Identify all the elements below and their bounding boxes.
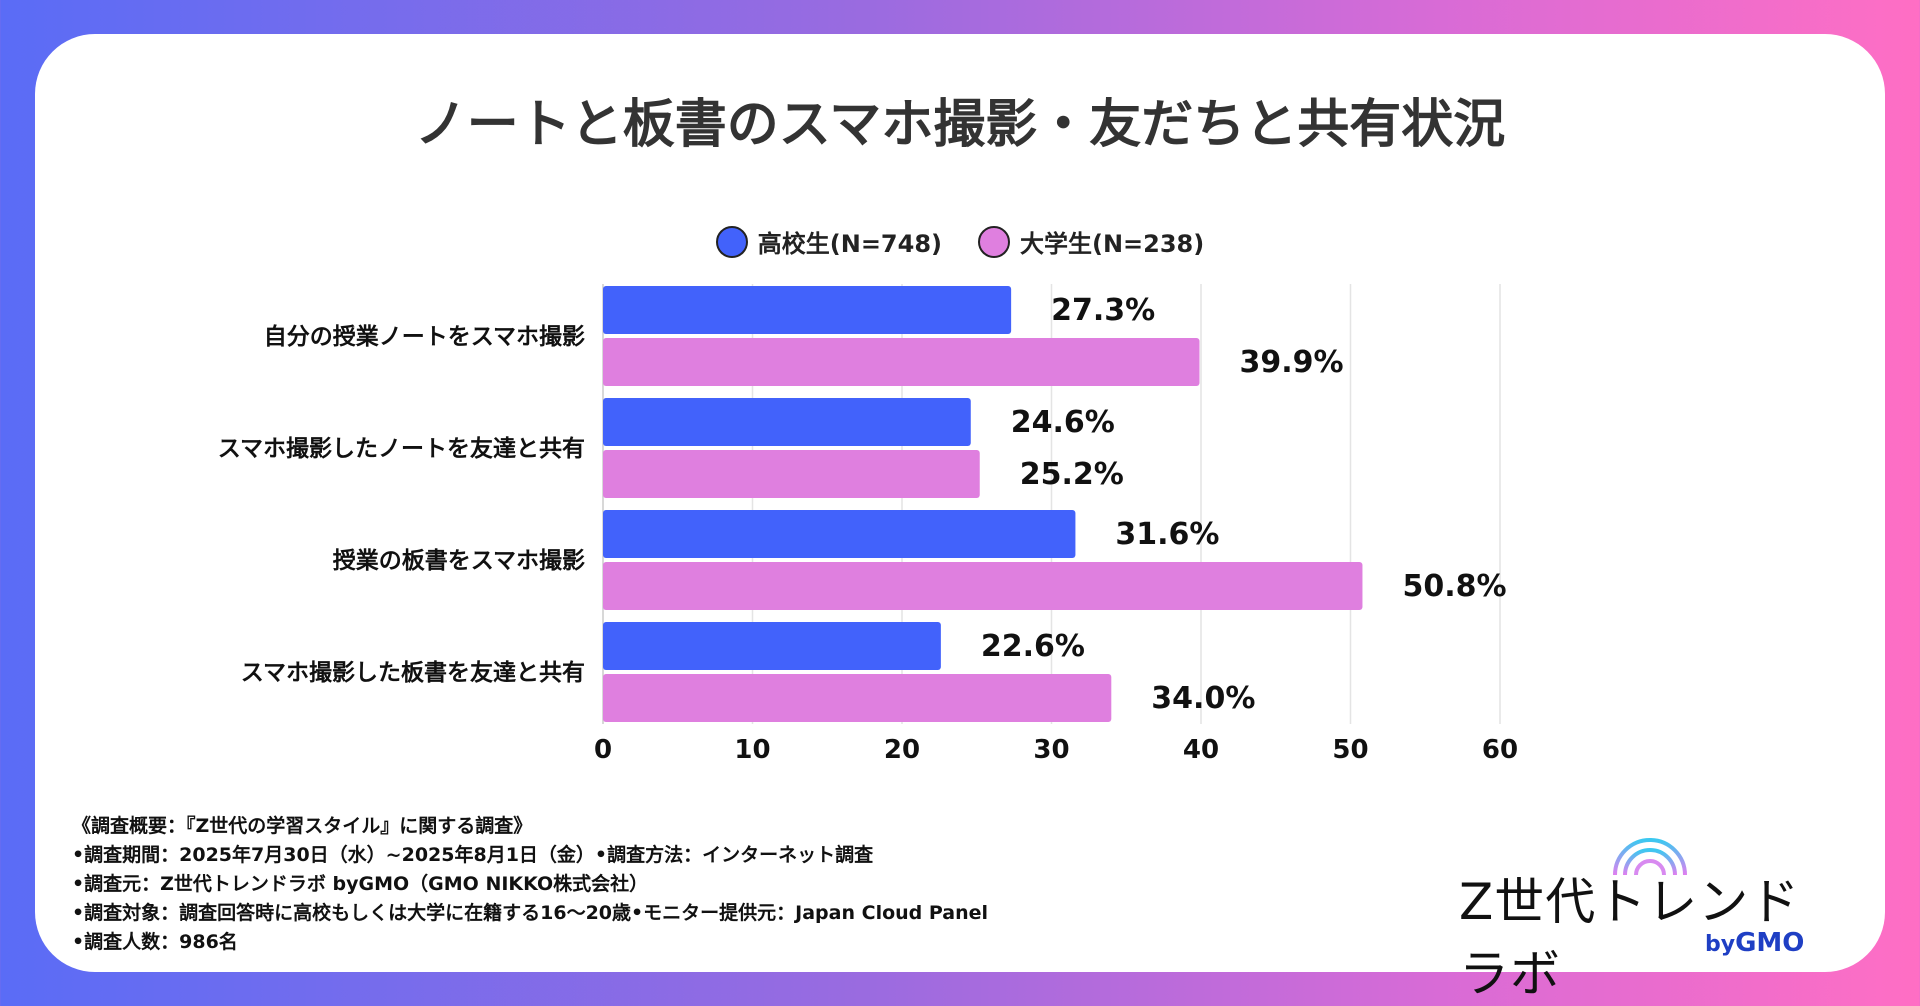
x-tick-label: 50 [1332,735,1368,765]
bar [603,562,1363,610]
bar [603,622,941,670]
bar [603,398,971,446]
note-line: •調査元：Z世代トレンドラボ byGMO（GMO NIKKO株式会社） [72,873,649,895]
bar [603,674,1112,722]
data-label: 27.3% [1051,293,1155,328]
category-label: 授業の板書をスマホ撮影 [333,547,585,574]
x-tick-label: 10 [734,735,770,765]
x-tick-label: 60 [1482,735,1518,765]
note-line: •調査対象：調査回答時に高校もしくは大学に在籍する16～20歳•モニター提供元：… [72,902,989,924]
category-label: スマホ撮影した板書を友達と共有 [241,659,585,686]
data-label: 34.0% [1151,681,1255,716]
legend-swatch [715,225,748,258]
chart-title: ノートと板書のスマホ撮影・友だちと共有状況 [414,95,1506,155]
logo: Z世代トレンドラボ byGMO [1455,810,1815,1003]
bar [603,510,1076,558]
data-label: 31.6% [1115,517,1219,552]
x-tick-label: 30 [1033,735,1069,765]
note-line: 《調査概要：『Z世代の学習スタイル』に関する調査》 [72,815,533,837]
signal-icon [1613,838,1687,876]
x-tick-label: 40 [1183,735,1219,765]
x-tick-label: 0 [594,735,612,765]
bar [603,286,1012,334]
survey-notes: 《調査概要：『Z世代の学習スタイル』に関する調査》 •調査期間：2025年7月3… [72,812,988,957]
note-line: •調査人数：986名 [72,931,238,953]
data-label: 25.2% [1020,457,1124,492]
legend-swatch [978,225,1010,258]
bar [603,338,1200,386]
category-label: 自分の授業ノートをスマホ撮影 [264,323,585,350]
data-label: 22.6% [981,629,1085,664]
category-label: スマホ撮影したノートを友達と共有 [218,435,585,462]
legend-item-university: 大学生(N=238) [978,224,1204,259]
card [35,34,1885,972]
data-label: 50.8% [1402,569,1506,604]
note-line: •調査期間：2025年7月30日（水）~2025年8月1日（金）•調査方法：イン… [72,844,874,866]
legend: 高校生(N=748) 大学生(N=238) [0,224,1920,259]
data-label: 24.6% [1011,405,1115,440]
x-tick-label: 20 [884,735,920,765]
legend-item-high-school: 高校生(N=748) [715,224,942,259]
data-label: 39.9% [1240,345,1344,380]
bar [603,450,980,498]
